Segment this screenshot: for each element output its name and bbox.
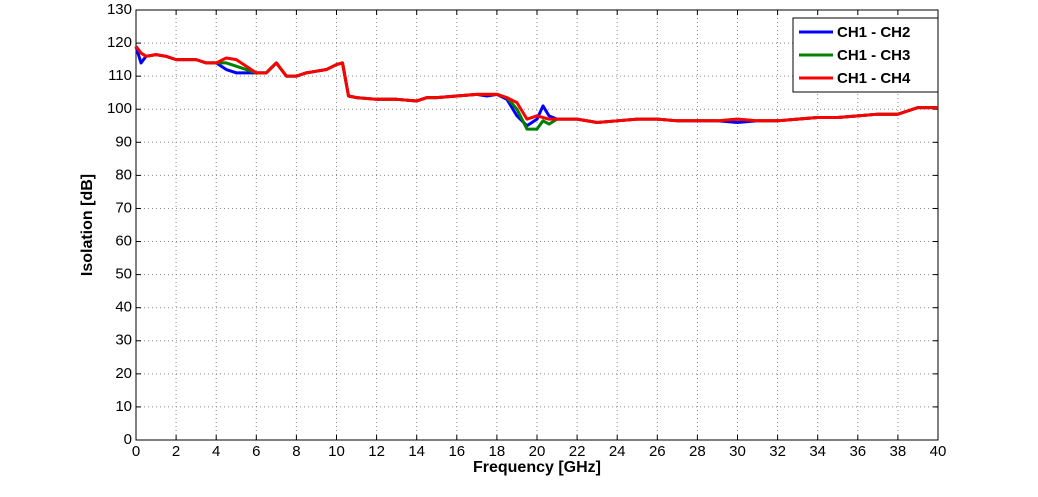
x-tick-label: 24: [609, 443, 626, 460]
x-tick-label: 28: [689, 443, 706, 460]
y-tick-label: 10: [115, 398, 132, 415]
y-tick-label: 40: [115, 299, 132, 316]
y-tick-label: 120: [107, 34, 132, 51]
x-tick-label: 8: [292, 443, 300, 460]
legend-label: CH1 - CH3: [837, 47, 910, 64]
y-tick-label: 50: [115, 266, 132, 283]
x-tick-label: 12: [368, 443, 385, 460]
x-tick-label: 4: [212, 443, 220, 460]
x-tick-label: 10: [328, 443, 345, 460]
y-tick-label: 30: [115, 332, 132, 349]
x-tick-label: 38: [890, 443, 907, 460]
y-tick-label: 100: [107, 100, 132, 117]
x-tick-label: 32: [769, 443, 786, 460]
y-tick-label: 20: [115, 365, 132, 382]
y-tick-label: 110: [108, 67, 132, 84]
x-tick-label: 34: [809, 443, 826, 460]
y-tick-label: 70: [115, 199, 132, 216]
x-tick-label: 26: [649, 443, 666, 460]
x-tick-label: 18: [489, 443, 506, 460]
x-tick-label: 20: [529, 443, 546, 460]
x-tick-label: 6: [252, 443, 260, 460]
x-tick-label: 2: [172, 443, 180, 460]
legend-label: CH1 - CH2: [837, 24, 910, 41]
x-tick-label: 40: [930, 443, 947, 460]
data-line: [134, 45, 938, 124]
y-tick-label: 0: [124, 431, 132, 448]
x-tick-label: 0: [132, 443, 140, 460]
y-axis-label: Isolation [dB]: [79, 174, 96, 276]
x-tick-label: 30: [729, 443, 746, 460]
x-tick-label: 22: [569, 443, 586, 460]
legend-label: CH1 - CH4: [837, 70, 911, 87]
plot-frame: [135, 9, 939, 441]
y-tick-label: 90: [115, 133, 132, 150]
x-tick-label: 14: [408, 443, 425, 460]
x-tick-label: 36: [849, 443, 866, 460]
y-tick-label: 80: [115, 166, 132, 183]
y-tick-label: 60: [115, 233, 132, 250]
y-tick-label: 130: [107, 1, 132, 18]
x-tick-label: 16: [448, 443, 465, 460]
x-axis-label: Frequency [GHz]: [473, 459, 601, 476]
